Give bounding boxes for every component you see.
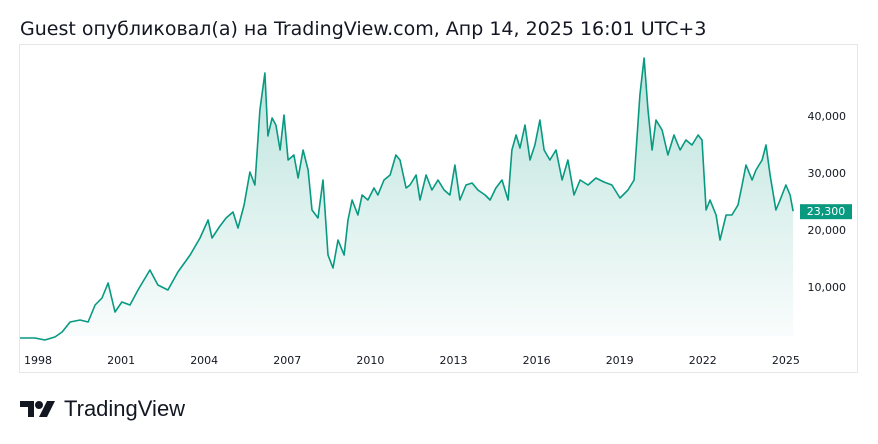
- x-tick-label: 2019: [606, 354, 634, 367]
- area-fill: [20, 58, 794, 340]
- x-tick-label: 2013: [440, 354, 468, 367]
- y-tick-label: 20,000: [808, 224, 847, 237]
- x-tick-label: 1998: [24, 354, 52, 367]
- tradingview-logo[interactable]: TradingView: [20, 396, 185, 422]
- page-title: Guest опубликовал(а) на TradingView.com,…: [20, 18, 707, 40]
- x-tick-label: 2001: [107, 354, 135, 367]
- x-tick-label: 2016: [523, 354, 551, 367]
- x-tick-label: 2010: [356, 354, 384, 367]
- last-value-label: 23,300: [807, 205, 846, 218]
- tradingview-logo-icon: [20, 401, 55, 417]
- x-tick-label: 2004: [190, 354, 218, 367]
- y-tick-label: 40,000: [808, 110, 847, 123]
- last-value-badge: [800, 204, 852, 220]
- x-tick-label: 2022: [689, 354, 717, 367]
- y-tick-label: 30,000: [808, 167, 847, 180]
- brand-name: TradingView: [64, 396, 186, 421]
- y-tick-label: 10,000: [808, 281, 847, 294]
- chart-frame: [19, 44, 858, 373]
- x-tick-label: 2025: [772, 354, 800, 367]
- x-tick-label: 2007: [273, 354, 301, 367]
- price-line: [20, 57, 794, 341]
